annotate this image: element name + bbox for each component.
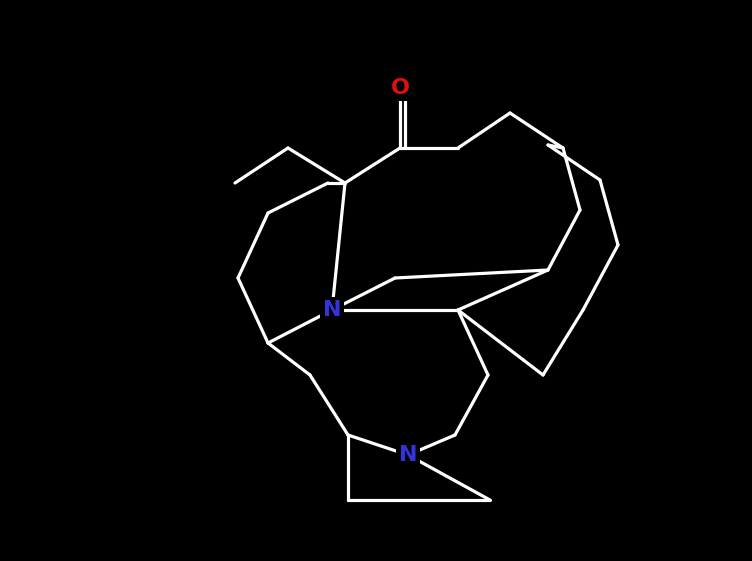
Text: N: N [323,300,341,320]
Text: O: O [390,78,410,98]
Text: N: N [399,445,417,465]
